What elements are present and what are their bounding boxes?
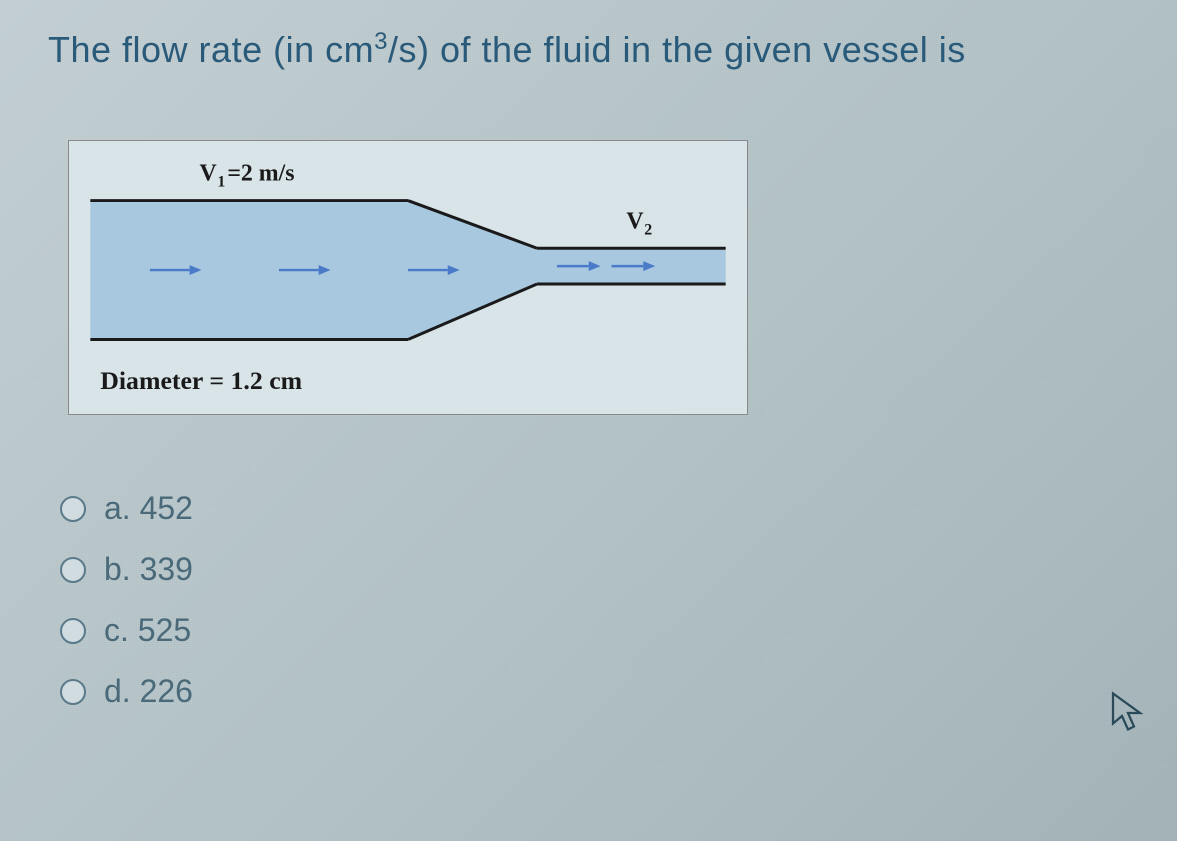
option-d-label: d. 226 xyxy=(104,673,193,710)
radio-a[interactable] xyxy=(60,496,86,522)
v2-label: V xyxy=(626,208,643,234)
radio-b[interactable] xyxy=(60,557,86,583)
diagram-svg: V 1 =2 m/s V 2 Diameter = 1.2 cm xyxy=(69,141,747,414)
v1-label: V xyxy=(200,161,217,187)
question-suffix: /s) of the fluid in the given vessel is xyxy=(388,29,966,70)
option-d[interactable]: d. 226 xyxy=(60,673,193,710)
option-c[interactable]: c. 525 xyxy=(60,612,193,649)
option-a-label: a. 452 xyxy=(104,490,193,527)
v1-value: =2 m/s xyxy=(227,161,294,187)
vessel-diagram: V 1 =2 m/s V 2 Diameter = 1.2 cm xyxy=(68,140,748,415)
options-list: a. 452 b. 339 c. 525 d. 226 xyxy=(60,490,193,734)
question-prefix: The flow rate (in cm xyxy=(48,29,374,70)
radio-d[interactable] xyxy=(60,679,86,705)
radio-c[interactable] xyxy=(60,618,86,644)
v2-subscript: 2 xyxy=(644,221,652,238)
option-b[interactable]: b. 339 xyxy=(60,551,193,588)
option-b-label: b. 339 xyxy=(104,551,193,588)
option-a[interactable]: a. 452 xyxy=(60,490,193,527)
cursor-icon xyxy=(1110,690,1146,736)
diameter-label: Diameter = 1.2 cm xyxy=(100,366,302,395)
question-text: The flow rate (in cm3/s) of the fluid in… xyxy=(48,28,966,71)
option-c-label: c. 525 xyxy=(104,612,191,649)
question-superscript: 3 xyxy=(374,28,388,55)
v1-subscript: 1 xyxy=(217,174,225,191)
